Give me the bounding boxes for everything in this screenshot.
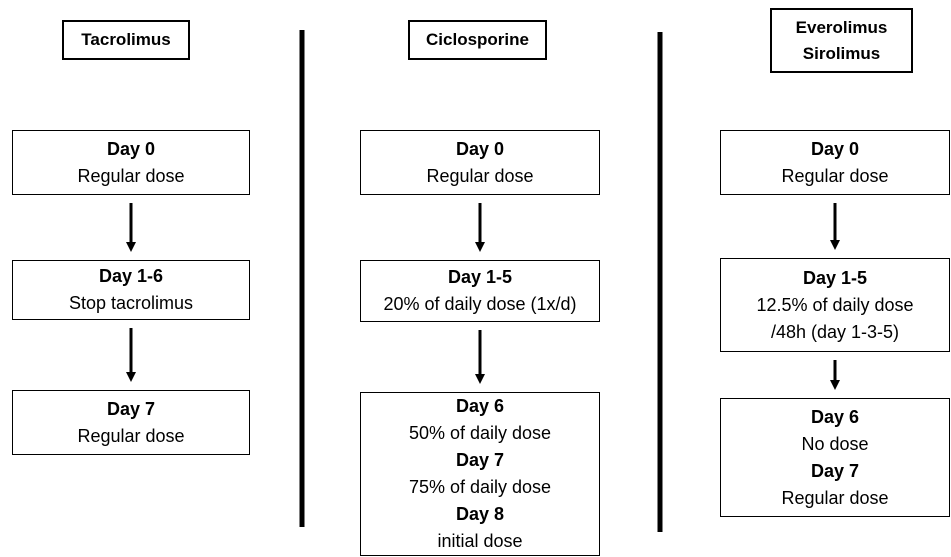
step-day: Day 0 — [106, 138, 156, 159]
header-line: Sirolimus — [802, 43, 881, 63]
step-text: Regular dose — [77, 425, 185, 446]
step-day: Day 0 — [455, 138, 505, 159]
step-day: Day 1-5 — [447, 267, 513, 287]
arrow-head — [475, 242, 485, 252]
step-text: 75% of daily dose — [408, 477, 552, 497]
step-text: Regular dose — [781, 165, 889, 186]
column-header: Everolimus Sirolimus — [770, 8, 913, 73]
step-day: Day 7 — [455, 450, 505, 470]
step-box: Day 1-6 Stop tacrolimus — [12, 260, 250, 320]
arrow-head — [830, 240, 840, 250]
step-text: initial dose — [437, 531, 523, 551]
arrow-head — [830, 380, 840, 390]
step-text: Regular dose — [781, 487, 889, 508]
step-day: Day 7 — [106, 398, 156, 419]
step-box: Day 7 Regular dose — [12, 390, 250, 455]
step-box: Day 6 50% of daily dose Day 7 75% of daily … — [360, 392, 600, 556]
header-line: Everolimus — [795, 17, 888, 37]
column-header: Tacrolimus — [62, 20, 190, 60]
step-text: 12.5% of daily dose — [756, 294, 914, 315]
header-line: Ciclosporine — [426, 30, 529, 49]
step-text: No dose — [801, 433, 869, 454]
step-day: Day 8 — [455, 504, 505, 524]
step-day: Day 6 — [810, 406, 860, 427]
step-day: Day 6 — [455, 396, 505, 416]
arrow-head — [475, 374, 485, 384]
step-day: Day 0 — [810, 138, 860, 159]
column-header: Ciclosporine — [408, 20, 547, 60]
step-box: Day 1-5 20% of daily dose (1x/d) — [360, 260, 600, 322]
step-box: Day 0 Regular dose — [12, 130, 250, 195]
header-line: Tacrolimus — [81, 30, 171, 49]
step-text: /48h (day 1-3-5) — [770, 321, 900, 342]
step-box: Day 0 Regular dose — [720, 130, 950, 195]
step-text: Regular dose — [77, 165, 185, 186]
step-box: Day 1-5 12.5% of daily dose/48h (day 1-3-… — [720, 258, 950, 352]
arrow-head — [126, 372, 136, 382]
step-day: Day 7 — [810, 460, 860, 481]
step-day: Day 1-6 — [98, 266, 164, 286]
step-text: Stop tacrolimus — [68, 293, 194, 313]
step-text: 20% of daily dose (1x/d) — [383, 294, 577, 314]
step-box: Day 0 Regular dose — [360, 130, 600, 195]
step-text: 50% of daily dose — [408, 423, 552, 443]
step-text: Regular dose — [426, 165, 534, 186]
step-box: Day 6 No dose Day 7 Regular dose — [720, 398, 950, 517]
step-day: Day 1-5 — [802, 267, 868, 288]
arrow-head — [126, 242, 136, 252]
